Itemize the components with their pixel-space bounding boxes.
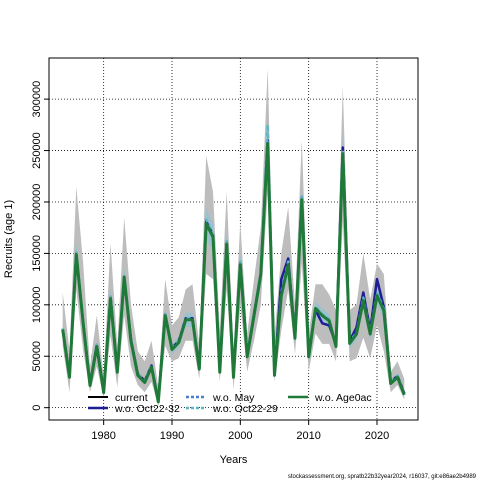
y-axis-ticks: 0 50000 100000 150000 200000 250000 300000 [31,81,49,411]
legend-label: w.o. Age0ac [314,392,372,404]
legend-label: w.o. May [212,392,255,404]
y-axis-title: Recruits (age 1) [3,200,15,278]
y-tick-label: 200000 [31,184,43,221]
plot-frame [48,57,419,421]
y-tick-label: 250000 [31,132,43,169]
x-tick-label: 2010 [296,430,320,442]
confidence-band [62,68,405,406]
footer-note: stockassessment.org, spratb22b32year2024… [288,474,477,480]
legend-label: w.o. Oct22-29 [212,403,278,415]
x-axis-ticks: 1980 1990 2000 2010 2020 [91,420,389,442]
ci-band [62,68,405,406]
series-line-w-o-age0ac [61,141,406,404]
x-tick-label: 1990 [160,430,184,442]
x-tick-label: 2020 [365,430,389,442]
series-lines [61,123,406,404]
x-tick-label: 1980 [91,430,115,442]
y-tick-label: 50000 [31,341,43,372]
y-tick-label: 100000 [31,286,43,323]
legend-label: w.o. Oct22-32 [114,403,180,415]
y-tick-label: 300000 [31,81,43,118]
y-tick-label: 150000 [31,235,43,272]
x-tick-label: 2000 [228,430,252,442]
y-tick-label: 0 [31,405,43,411]
legend-label: current [115,392,148,404]
x-axis-title: Years [220,454,248,466]
